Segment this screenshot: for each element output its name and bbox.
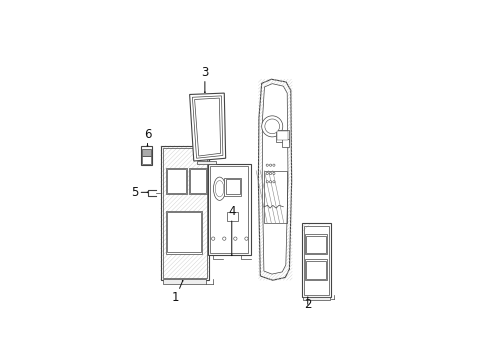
- Bar: [167, 212, 200, 252]
- Bar: [282, 139, 289, 147]
- Bar: [196, 161, 216, 164]
- Bar: [304, 260, 326, 280]
- Circle shape: [265, 181, 268, 183]
- Text: 1: 1: [172, 281, 183, 304]
- Bar: [277, 131, 288, 140]
- Circle shape: [269, 172, 271, 175]
- Bar: [305, 261, 325, 279]
- Bar: [190, 169, 205, 193]
- Circle shape: [244, 237, 247, 240]
- Circle shape: [233, 237, 237, 240]
- Circle shape: [272, 164, 274, 166]
- Circle shape: [269, 181, 271, 183]
- Circle shape: [272, 181, 274, 183]
- Circle shape: [222, 237, 225, 240]
- Polygon shape: [189, 93, 225, 161]
- Text: 5: 5: [131, 186, 147, 199]
- Text: 4: 4: [227, 205, 235, 255]
- Bar: [224, 177, 241, 195]
- Bar: [166, 211, 202, 254]
- Circle shape: [265, 164, 268, 166]
- Bar: [303, 297, 329, 300]
- Bar: [226, 212, 238, 221]
- Circle shape: [306, 297, 308, 298]
- Bar: [160, 146, 208, 280]
- Circle shape: [182, 280, 183, 282]
- Circle shape: [272, 172, 274, 175]
- Text: 3: 3: [201, 66, 208, 92]
- Bar: [142, 156, 150, 164]
- Polygon shape: [262, 84, 287, 274]
- Bar: [141, 146, 151, 165]
- Bar: [207, 164, 250, 255]
- Polygon shape: [258, 79, 291, 280]
- Polygon shape: [194, 98, 220, 156]
- Circle shape: [230, 255, 232, 256]
- Bar: [264, 171, 286, 223]
- Ellipse shape: [213, 177, 225, 201]
- Bar: [189, 168, 207, 194]
- Bar: [166, 168, 186, 194]
- Bar: [163, 279, 206, 284]
- Bar: [304, 226, 328, 294]
- Bar: [209, 166, 248, 253]
- Bar: [142, 149, 150, 156]
- Circle shape: [261, 116, 282, 137]
- Bar: [225, 179, 239, 194]
- Bar: [305, 235, 325, 253]
- Circle shape: [265, 172, 268, 175]
- Polygon shape: [192, 96, 223, 158]
- Circle shape: [269, 164, 271, 166]
- Bar: [167, 169, 185, 193]
- Circle shape: [146, 192, 148, 193]
- Circle shape: [211, 237, 214, 240]
- Text: 6: 6: [143, 128, 151, 146]
- Text: 2: 2: [304, 297, 311, 311]
- Circle shape: [146, 145, 148, 147]
- Circle shape: [264, 119, 279, 134]
- Circle shape: [203, 91, 205, 93]
- Ellipse shape: [215, 181, 224, 197]
- Bar: [304, 234, 326, 254]
- Bar: [276, 130, 289, 141]
- Bar: [301, 223, 330, 297]
- Bar: [163, 148, 206, 278]
